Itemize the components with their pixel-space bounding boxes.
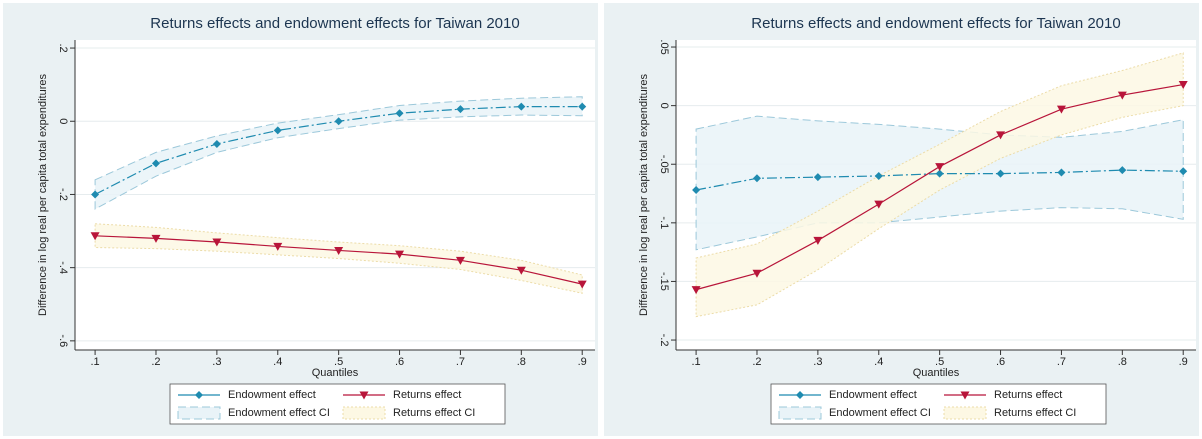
- x-tick-label: .7: [456, 356, 465, 368]
- chart-title: Returns effects and endowment effects fo…: [150, 15, 519, 32]
- marker: [90, 232, 100, 241]
- marker: [212, 238, 222, 247]
- x-axis-title: Quantiles: [913, 367, 960, 379]
- y-tick-label: 0: [57, 118, 69, 124]
- x-tick-label: .5: [935, 356, 944, 368]
- x-tick-label: .3: [813, 356, 822, 368]
- x-tick-label: .8: [517, 356, 526, 368]
- x-tick-label: .2: [752, 356, 761, 368]
- y-tick-label: -.2: [658, 334, 670, 347]
- legend-label: Endowment effect: [228, 389, 316, 401]
- marker: [1117, 91, 1127, 100]
- marker: [359, 391, 369, 400]
- x-tick-label: .4: [273, 356, 282, 368]
- marker: [516, 266, 526, 275]
- legend-swatch: [778, 406, 822, 420]
- chart-title: Returns effects and endowment effects fo…: [751, 15, 1120, 32]
- x-tick-label: .1: [90, 356, 99, 368]
- y-axis-title: Difference in log real per capita total …: [638, 74, 650, 316]
- marker: [813, 173, 822, 182]
- marker: [796, 391, 804, 399]
- marker: [874, 171, 883, 180]
- legend-label: Endowment effect CI: [228, 407, 330, 419]
- marker: [996, 131, 1006, 140]
- marker: [1178, 81, 1188, 90]
- plot-area: [75, 40, 595, 350]
- x-tick-label: .1: [691, 356, 700, 368]
- x-tick-label: .9: [1179, 356, 1188, 368]
- legend-swatch: [177, 406, 221, 420]
- marker: [195, 391, 203, 399]
- legend-box: [169, 383, 506, 425]
- marker: [691, 286, 701, 295]
- marker: [1179, 167, 1188, 176]
- marker: [212, 139, 221, 148]
- y-tick-label: -.2: [57, 188, 69, 201]
- y-tick-label: -.6: [57, 334, 69, 347]
- marker: [1056, 105, 1066, 114]
- marker: [273, 242, 283, 251]
- legend-label: Returns effect CI: [393, 407, 475, 419]
- legend-label: Returns effect CI: [994, 407, 1076, 419]
- x-tick-label: .8: [1118, 356, 1127, 368]
- legend-box: [770, 383, 1107, 425]
- marker: [151, 234, 161, 243]
- y-tick-label: -.05: [658, 155, 670, 174]
- y-tick-label: -.1: [658, 216, 670, 229]
- marker: [577, 280, 587, 289]
- marker: [752, 269, 762, 278]
- y-tick-label: .05: [658, 39, 670, 54]
- x-tick-label: .4: [874, 356, 883, 368]
- marker: [960, 391, 970, 400]
- marker: [455, 256, 465, 265]
- marker: [813, 236, 823, 245]
- legend-swatch: [342, 406, 386, 420]
- marker: [935, 163, 945, 172]
- marker: [334, 117, 343, 126]
- x-tick-label: .6: [395, 356, 404, 368]
- marker: [456, 105, 465, 114]
- legend-swatch: [943, 406, 987, 420]
- marker: [334, 246, 344, 255]
- y-tick-label: 0: [658, 103, 670, 109]
- marker: [752, 174, 761, 183]
- x-tick-label: .5: [334, 356, 343, 368]
- x-axis-title: Quantiles: [312, 367, 359, 379]
- marker: [1118, 166, 1127, 175]
- marker: [935, 169, 944, 178]
- y-tick-label: .2: [57, 43, 69, 52]
- marker: [395, 250, 405, 259]
- legend-label: Endowment effect: [829, 389, 917, 401]
- y-tick-label: -.15: [658, 272, 670, 291]
- marker: [996, 169, 1005, 178]
- y-tick-label: -.4: [57, 261, 69, 274]
- x-tick-label: .3: [212, 356, 221, 368]
- marker: [91, 190, 100, 199]
- marker: [578, 102, 587, 111]
- marker: [151, 159, 160, 168]
- x-tick-label: .2: [151, 356, 160, 368]
- x-tick-label: .6: [996, 356, 1005, 368]
- marker: [273, 126, 282, 135]
- marker: [874, 200, 884, 209]
- marker: [517, 102, 526, 111]
- marker: [395, 109, 404, 118]
- x-tick-label: .9: [578, 356, 587, 368]
- legend-label: Endowment effect CI: [829, 407, 931, 419]
- legend-label: Returns effect: [393, 389, 461, 401]
- marker: [692, 186, 701, 195]
- y-axis-title: Difference in log real per capita total …: [37, 74, 49, 316]
- marker: [1057, 168, 1066, 177]
- x-tick-label: .7: [1057, 356, 1066, 368]
- legend-label: Returns effect: [994, 389, 1062, 401]
